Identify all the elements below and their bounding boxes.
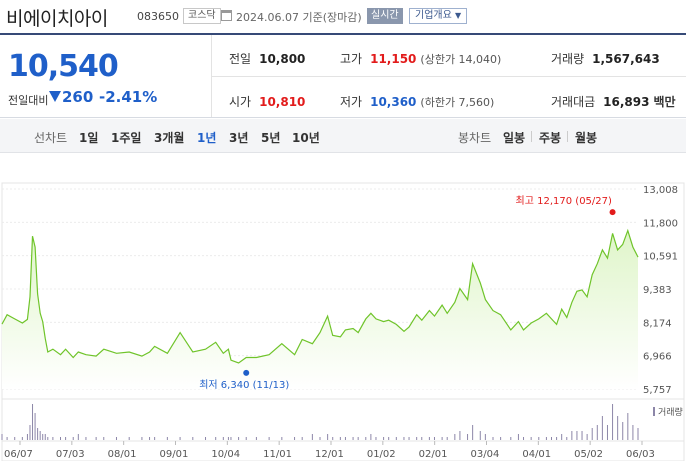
- row-divider: [212, 76, 686, 77]
- price-area: [2, 230, 638, 389]
- change-value: 260: [62, 88, 94, 106]
- price-chart: 13,008 11,800 10,591 9,383 8,174 6,966 5,757 최고…: [0, 153, 686, 461]
- down-triangle-icon: [49, 91, 61, 102]
- upper-limit: (상한가 14,040): [420, 53, 502, 66]
- open-value: 10,810: [259, 95, 306, 109]
- y-tick-label: 8,174: [643, 318, 672, 329]
- tab-daily[interactable]: 일봉: [503, 131, 526, 145]
- trade-value: 16,893: [603, 95, 650, 109]
- chevron-down-icon: ▼: [455, 11, 462, 20]
- tab-3m[interactable]: 3개월: [154, 131, 185, 145]
- calendar-icon: [221, 10, 232, 21]
- x-tick-label: 05/02: [574, 449, 603, 460]
- tab-monthly[interactable]: 월봉: [575, 131, 598, 145]
- tab-divider: [531, 131, 532, 142]
- trade-value-cell: 거래대금 16,893 백만: [551, 93, 676, 110]
- x-tick-label: 11/01: [263, 449, 292, 460]
- x-tick-label: 04/01: [522, 449, 551, 460]
- company-info-button[interactable]: 기업개요 ▼: [409, 8, 468, 24]
- tab-weekly[interactable]: 주봉: [539, 131, 562, 145]
- volume-legend-swatch: [653, 407, 655, 416]
- x-tick-label: 12/01: [315, 449, 344, 460]
- x-tick-label: 08/01: [108, 449, 137, 460]
- x-tick-label: 09/01: [160, 449, 189, 460]
- max-annotation: 최고 12,170 (05/27): [516, 195, 612, 207]
- line-chart-label: 선차트: [34, 131, 68, 145]
- x-tick-label: 02/01: [419, 449, 448, 460]
- x-tick-label: 06/03: [626, 449, 655, 460]
- max-marker: [609, 209, 616, 216]
- open-label: 시가: [229, 95, 252, 109]
- lower-limit: (하한가 7,560): [420, 96, 495, 109]
- tab-1y[interactable]: 1년: [197, 131, 217, 145]
- y-tick-label: 9,383: [643, 285, 672, 296]
- high-cell: 고가 11,150 (상한가 14,040): [340, 50, 501, 67]
- current-price-box: 10,540 전일대비 260 -2.41%: [0, 35, 212, 117]
- x-tick-label: 01/02: [367, 449, 396, 460]
- x-tick-label: 06/07: [4, 449, 33, 460]
- volume-legend-label: 거래량: [658, 406, 683, 418]
- min-marker: [243, 369, 250, 376]
- trade-value-unit: 백만: [653, 95, 676, 109]
- trade-value-label: 거래대금: [551, 95, 596, 109]
- period-tabs: 선차트 1일 1주일 3개월 1년 3년 5년 10년 봉차트 일봉 주봉 월봉: [0, 119, 686, 153]
- volume-value: 1,567,643: [592, 52, 660, 66]
- tab-1w[interactable]: 1주일: [111, 131, 142, 145]
- low-label: 저가: [340, 95, 363, 109]
- y-tick-label: 10,591: [643, 252, 678, 263]
- realtime-button[interactable]: 실시간: [367, 8, 403, 24]
- company-info-label: 기업개요: [415, 10, 452, 21]
- y-tick-label: 5,757: [643, 385, 672, 396]
- chart-canvas: 13,008 11,800 10,591 9,383 8,174 6,966 5,757 최고…: [1, 182, 685, 461]
- candle-chart-label: 봉차트: [458, 131, 492, 145]
- volume-label: 거래량: [551, 52, 585, 66]
- prev-close-cell: 전일 10,800: [229, 50, 305, 67]
- x-tick-label: 07/03: [56, 449, 85, 460]
- tab-10y[interactable]: 10년: [292, 131, 320, 145]
- low-cell: 저가 10,360 (하한가 7,560): [340, 93, 494, 110]
- compare-label: 전일대비: [8, 94, 49, 107]
- price-line: [1, 228, 639, 364]
- low-value: 10,360: [370, 95, 417, 109]
- company-name: 비에이치아이: [6, 8, 108, 30]
- x-tick-label: 03/04: [471, 449, 500, 460]
- tab-divider: [567, 131, 568, 142]
- y-tick-label: 11,800: [643, 218, 678, 229]
- stock-code: 083650: [137, 10, 179, 23]
- market-badge: 코스닥: [183, 8, 221, 24]
- prev-close-label: 전일: [229, 52, 252, 66]
- y-tick-label: 6,966: [643, 352, 672, 363]
- high-value: 11,150: [370, 52, 417, 66]
- open-cell: 시가 10,810: [229, 93, 305, 110]
- tab-3y[interactable]: 3년: [229, 131, 249, 145]
- min-annotation: 최저 6,340 (11/13): [199, 379, 289, 391]
- tab-1d[interactable]: 1일: [79, 131, 99, 145]
- x-tick-label: 10/04: [211, 449, 240, 460]
- tab-5y[interactable]: 5년: [261, 131, 281, 145]
- high-label: 고가: [340, 52, 363, 66]
- quote-date: 2024.06.07 기준(장마감): [236, 11, 362, 24]
- prev-close-value: 10,800: [259, 52, 306, 66]
- change-percent: -2.41%: [99, 88, 158, 106]
- stock-header: 비에이치아이 083650 코스닥 2024.06.07 기준(장마감) 실시간…: [0, 0, 686, 32]
- volume-cell: 거래량 1,567,643: [551, 50, 660, 67]
- current-price: 10,540: [8, 49, 119, 84]
- price-panel: 10,540 전일대비 260 -2.41% 전일 10,800 고가 11,150…: [0, 33, 686, 118]
- y-tick-label: 13,008: [643, 185, 678, 196]
